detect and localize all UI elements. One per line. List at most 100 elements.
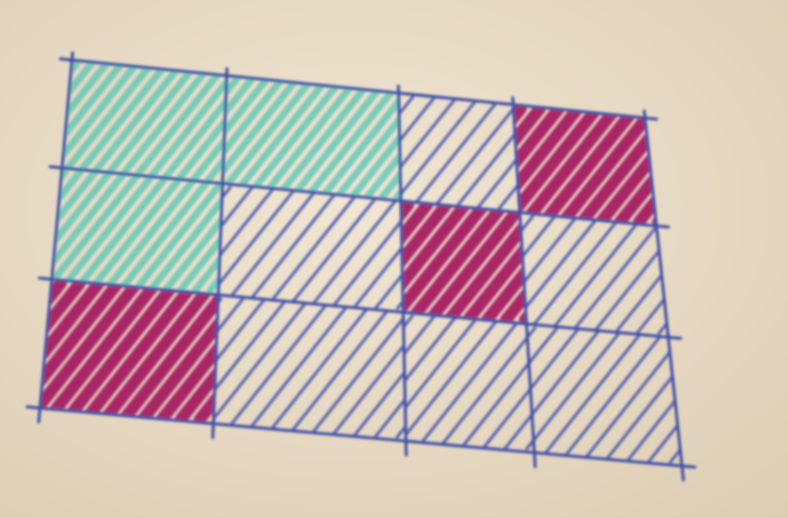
hatch-stroke <box>263 297 377 439</box>
hatch-stroke <box>635 215 669 335</box>
hatch-stroke <box>222 76 255 201</box>
hatch-stroke <box>526 326 581 464</box>
hatch-stroke <box>100 60 200 184</box>
hatch-stroke <box>526 326 559 464</box>
hatch-stroke <box>51 168 99 295</box>
hatch-stroke <box>537 104 641 226</box>
grid-line <box>642 109 685 482</box>
hatch-stroke <box>176 168 223 295</box>
hatch-stroke <box>453 95 520 211</box>
hatch-stroke <box>219 297 333 439</box>
hatch-stroke <box>71 168 174 295</box>
hatch-stroke <box>161 168 223 295</box>
hatch-stroke <box>40 279 86 424</box>
hatch-stroke <box>481 314 535 451</box>
hatch-stroke <box>431 95 520 211</box>
hatch-stroke <box>218 186 276 310</box>
hatch-stroke <box>307 297 406 439</box>
hatch-stroke <box>190 60 227 184</box>
hatch-stroke <box>558 326 669 464</box>
hatch-stroke <box>191 168 223 295</box>
hatch-stroke <box>499 200 527 324</box>
grid-line <box>38 276 683 340</box>
hatch-stroke <box>62 60 125 184</box>
hatch-stroke <box>329 297 406 439</box>
hatch-stroke <box>62 60 95 184</box>
hatch-stroke <box>363 76 401 201</box>
hatch-stroke <box>60 279 181 424</box>
hatch-stroke <box>116 168 219 295</box>
hatch-stroke <box>286 186 386 310</box>
hatch-stroke <box>213 297 267 439</box>
hatch-stroke <box>213 297 311 439</box>
hatch-stroke <box>403 314 480 451</box>
hatch-stroke <box>351 297 406 439</box>
hatch-stroke <box>220 186 320 310</box>
hatch-stroke <box>218 186 254 310</box>
hatch-stroke <box>400 200 491 324</box>
hatch-stroke <box>378 76 401 201</box>
grid-line <box>396 84 408 457</box>
hatch-stroke <box>222 76 300 201</box>
hatch-stroke <box>79 279 200 424</box>
hatch-stroke <box>398 95 459 211</box>
hatch-stroke <box>218 186 298 310</box>
grid-line <box>59 57 658 121</box>
hatch-stroke <box>547 215 645 335</box>
hatch-stroke <box>404 200 510 324</box>
cell-hatching <box>218 186 404 310</box>
hatch-stroke <box>373 297 406 439</box>
hatch-stroke <box>308 186 404 310</box>
hatch-stroke <box>400 200 472 324</box>
hatch-stroke <box>613 104 657 226</box>
hatch-stroke <box>480 200 527 324</box>
hatch-stroke <box>41 279 162 424</box>
hatch-stroke <box>243 76 345 201</box>
hatch-stroke <box>575 104 657 226</box>
hatch-stroke <box>591 215 669 335</box>
hatch-stroke <box>459 314 535 451</box>
hatch-stroke <box>213 297 245 439</box>
hatch-stroke <box>398 95 437 211</box>
hatch-stroke <box>115 60 215 184</box>
hatch-stroke <box>40 279 124 424</box>
hatch-stroke <box>519 215 557 335</box>
cell-hatching <box>222 76 401 201</box>
grid-line <box>37 51 75 424</box>
hatch-stroke <box>222 76 270 201</box>
hatch-stroke <box>497 95 520 211</box>
hatch-stroke <box>513 104 603 226</box>
grid-line <box>25 405 697 469</box>
hatch-stroke <box>403 314 502 451</box>
hatch-stroke <box>569 215 667 335</box>
hatch-stroke <box>51 168 144 295</box>
hatch-stroke <box>51 168 114 295</box>
hatch-stroke <box>241 297 355 439</box>
hatch-stroke <box>518 104 622 226</box>
grid-line <box>211 67 229 440</box>
hatch-stroke <box>330 186 404 310</box>
cell-hatching <box>398 95 520 211</box>
hatch-stroke <box>136 279 219 424</box>
hatch-stroke <box>333 76 401 201</box>
hatch-stroke <box>213 297 289 439</box>
hatch-stroke <box>646 326 682 464</box>
grid-line <box>511 96 537 469</box>
hatch-stroke <box>242 186 342 310</box>
hatch-stroke <box>536 326 647 464</box>
hatch-stroke <box>594 104 657 226</box>
hatch-stroke <box>285 297 399 439</box>
hatch-stroke <box>461 200 527 324</box>
hatch-stroke <box>374 186 404 310</box>
hatch-stroke <box>62 60 140 184</box>
hatch-stroke <box>51 168 84 295</box>
hatch-stroke <box>222 76 315 201</box>
hatch-stroke <box>51 168 129 295</box>
hatch-stroke <box>273 76 375 201</box>
hatch-stroke <box>398 95 481 211</box>
hatch-stroke <box>415 314 524 451</box>
hatch-stroke <box>62 60 110 184</box>
hatch-stroke <box>85 60 185 184</box>
